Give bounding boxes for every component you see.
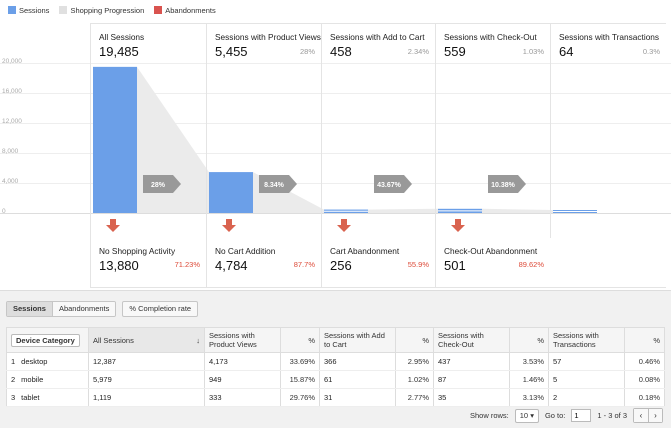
legend-progression: Shopping Progression [59,6,144,15]
completion-rate-button[interactable]: % Completion rate [122,301,199,317]
grid-line [0,123,671,124]
y-tick: 4,000 [2,178,19,185]
grid-line [0,213,671,214]
device-link[interactable]: mobile [17,370,90,389]
view-toggle: Sessions Abandonments [6,301,117,317]
abandon-no-shopping[interactable]: No Shopping Activity 13,880 71.23% [90,238,206,288]
legend-abandonments: Abandonments [154,6,216,15]
abandon-no-cart[interactable]: No Cart Addition 4,784 87.7% [206,238,321,288]
y-tick: 20,000 [2,58,22,65]
abandonment-row: No Shopping Activity 13,880 71.23% No Ca… [90,238,666,288]
page-nav: ‹ › [633,408,663,423]
table-row: 3 tablet 1,119 333 29.76% 31 2.77% 35 3.… [6,388,665,407]
col-add-to-cart[interactable]: Sessions with Add to Cart [319,327,396,353]
device-link[interactable]: desktop [17,352,90,371]
legend-sessions: Sessions [8,6,49,15]
col-check-out[interactable]: Sessions with Check-Out [433,327,510,353]
col-checkout-pct[interactable]: % [509,327,549,353]
progression-band [368,208,438,213]
progression-label: 10.38% [491,182,516,189]
stage-add-to-cart[interactable]: Sessions with Add to Cart 458 2.34% [321,24,435,64]
progression-arrow [488,175,526,193]
progression-label: 43.67% [377,182,402,189]
show-rows-select[interactable]: 10 ▾ [514,408,539,423]
funnel-chart: 20,000 16,000 12,000 8,000 4,000 0 28% 8.… [0,58,671,215]
progression-arrow [259,175,297,193]
device-link[interactable]: tablet [17,388,90,407]
y-tick: 0 [2,208,6,215]
tab-abandonments[interactable]: Abandonments [51,302,116,316]
y-tick: 12,000 [2,118,22,125]
y-tick: 16,000 [2,88,22,95]
col-all-sessions[interactable]: All Sessions ↓ [88,327,205,353]
col-pv-pct[interactable]: % [280,327,320,353]
col-cart-pct[interactable]: % [395,327,434,353]
sort-arrow-icon: ↓ [196,335,200,345]
stage-headers: All Sessions 19,485 Sessions with Produc… [90,23,666,64]
goto-page-input[interactable] [571,409,592,422]
next-page-icon[interactable]: › [648,409,662,422]
grid-line [0,63,671,64]
stage-check-out[interactable]: Sessions with Check-Out 559 1.03% [435,24,550,64]
grid-line [0,183,671,184]
abandon-cart[interactable]: Cart Abandonment 256 55.9% [321,238,435,288]
stage-product-views[interactable]: Sessions with Product Views 5,455 28% [206,24,321,64]
stage-transactions[interactable]: Sessions with Transactions 64 0.3% [550,24,666,64]
progression-label: 28% [151,182,166,189]
shopping-funnel: All Sessions 19,485 Sessions with Produc… [0,23,671,288]
table-row: 1 desktop 12,387 4,173 33.69% 366 2.95% … [6,352,665,371]
table-toolbar: Sessions Abandonments % Completion rate [6,301,199,317]
funnel-bars: 28% 8.34% 43.67% 10.38% [93,66,597,213]
col-product-views[interactable]: Sessions with Product Views [204,327,281,353]
prev-page-icon[interactable]: ‹ [634,409,648,422]
chevron-down-icon: ▾ [530,410,534,420]
table-row: 2 mobile 5,979 949 15.87% 61 1.02% 87 1.… [6,370,665,389]
grid-line [0,153,671,154]
stage-bar [209,172,253,213]
grid-line [0,93,671,94]
progression-arrow [374,175,412,193]
tab-sessions[interactable]: Sessions [7,302,52,316]
col-transactions[interactable]: Sessions with Transactions [548,327,625,353]
abandon-checkout[interactable]: Check-Out Abandonment 501 89.62% [435,238,550,288]
col-device-category[interactable]: Device Category [6,327,89,353]
progression-label: 8.34% [264,182,285,189]
data-table-section: Sessions Abandonments % Completion rate … [0,290,671,428]
stage-all-sessions[interactable]: All Sessions 19,485 [90,24,206,64]
pagination: Show rows: 10 ▾ Go to: 1 - 3 of 3 ‹ › [470,408,663,423]
progression-band [482,208,553,213]
device-table: Device Category All Sessions ↓ Sessions w… [6,327,665,407]
col-trans-pct[interactable]: % [624,327,665,353]
progression-arrow [143,175,181,193]
y-tick: 8,000 [2,148,19,155]
legend: Sessions Shopping Progression Abandonmen… [8,4,216,16]
stage-bar [93,66,137,213]
